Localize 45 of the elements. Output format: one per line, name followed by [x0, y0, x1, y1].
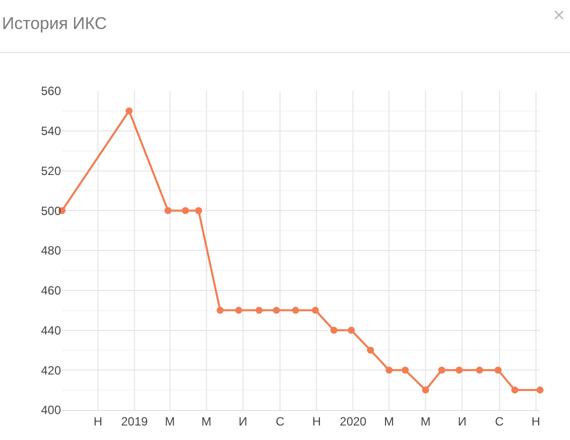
- point: [272, 306, 280, 314]
- x-tick-label: И: [458, 414, 466, 428]
- y-tick-label: 400: [40, 403, 62, 418]
- point: [348, 326, 355, 334]
- point: [422, 386, 430, 394]
- chart-title: История ИКС: [2, 14, 107, 34]
- point: [438, 366, 446, 374]
- y-tick-label: 560: [40, 84, 62, 98]
- x-tick-label: С: [276, 414, 285, 428]
- x-tick-label: Н: [94, 414, 102, 428]
- x-tick-label: С: [494, 414, 504, 428]
- x-tick-label: Н: [312, 414, 321, 428]
- y-tick-label: 500: [40, 204, 62, 218]
- point: [312, 306, 319, 314]
- point: [330, 326, 338, 334]
- point: [256, 306, 263, 314]
- point: [511, 386, 518, 394]
- x-tick-label: И: [238, 414, 248, 428]
- point: [292, 306, 300, 314]
- point: [536, 386, 544, 394]
- y-tick-label: 420: [40, 363, 62, 378]
- y-tick-label: 440: [40, 323, 62, 338]
- point: [366, 346, 374, 354]
- point: [494, 366, 502, 374]
- point: [195, 207, 202, 214]
- x-tick-label: 2019: [121, 414, 148, 428]
- x-tick-label: 2020: [340, 414, 367, 428]
- y-tick-label: 460: [40, 284, 62, 298]
- x-tick-label: Н: [531, 414, 540, 428]
- y-tick-label: 480: [40, 244, 62, 258]
- point: [402, 366, 409, 374]
- x-tick-label: М: [384, 414, 394, 428]
- x-tick-label: М: [201, 414, 212, 428]
- point: [164, 207, 172, 214]
- x-tick-label: М: [420, 414, 431, 428]
- point: [182, 207, 189, 214]
- point: [216, 306, 224, 314]
- x-tick-label: М: [164, 414, 175, 428]
- y-tick-label: 520: [40, 164, 62, 178]
- point: [456, 366, 463, 374]
- point: [126, 107, 133, 114]
- point: [235, 306, 242, 314]
- y-tick-label: 540: [40, 124, 62, 138]
- point: [476, 366, 483, 374]
- point: [386, 366, 393, 374]
